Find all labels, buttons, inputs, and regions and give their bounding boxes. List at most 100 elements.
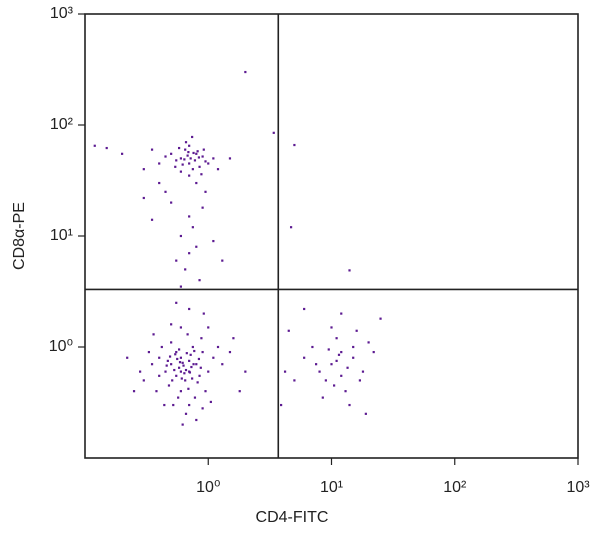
point bbox=[181, 361, 184, 364]
point bbox=[179, 370, 183, 373]
point bbox=[176, 357, 179, 361]
point bbox=[175, 350, 178, 354]
point bbox=[244, 370, 247, 373]
point bbox=[187, 150, 190, 154]
point bbox=[272, 131, 275, 134]
point bbox=[372, 350, 375, 354]
point bbox=[379, 317, 382, 320]
point bbox=[198, 374, 201, 377]
point bbox=[142, 379, 145, 382]
point bbox=[170, 201, 173, 204]
point bbox=[207, 162, 210, 165]
point bbox=[189, 353, 192, 356]
point bbox=[202, 148, 205, 151]
point bbox=[126, 356, 129, 359]
point bbox=[330, 363, 333, 366]
point bbox=[184, 368, 188, 372]
point bbox=[188, 215, 191, 218]
point bbox=[207, 370, 210, 373]
point bbox=[200, 337, 203, 340]
point bbox=[93, 144, 96, 147]
point bbox=[158, 181, 161, 185]
point bbox=[367, 341, 370, 344]
point bbox=[228, 157, 232, 160]
point bbox=[209, 400, 212, 404]
point bbox=[289, 226, 293, 229]
point bbox=[170, 323, 173, 326]
point bbox=[193, 396, 197, 399]
point bbox=[330, 326, 333, 329]
point bbox=[158, 356, 161, 359]
point bbox=[202, 312, 205, 315]
point bbox=[182, 364, 185, 367]
point bbox=[344, 390, 347, 393]
point bbox=[188, 359, 191, 362]
point bbox=[315, 363, 318, 366]
point bbox=[293, 379, 296, 382]
point bbox=[196, 150, 199, 153]
point bbox=[352, 345, 355, 349]
point bbox=[348, 403, 351, 407]
point bbox=[201, 155, 204, 158]
x-axis-label: CD4-FITC bbox=[256, 509, 329, 526]
point bbox=[335, 359, 338, 362]
point bbox=[173, 368, 176, 372]
point bbox=[192, 363, 195, 366]
point bbox=[318, 370, 321, 373]
point bbox=[238, 390, 241, 393]
point bbox=[186, 154, 189, 157]
point bbox=[175, 159, 178, 162]
point bbox=[168, 355, 172, 358]
point bbox=[221, 363, 224, 366]
plot-frame bbox=[84, 13, 579, 459]
point bbox=[132, 390, 136, 393]
point bbox=[172, 403, 175, 407]
point bbox=[188, 403, 191, 407]
point bbox=[333, 384, 336, 387]
point bbox=[184, 141, 188, 144]
point bbox=[183, 372, 186, 375]
point bbox=[191, 377, 194, 380]
point bbox=[142, 168, 145, 171]
point bbox=[190, 365, 193, 369]
point bbox=[232, 337, 235, 340]
point bbox=[204, 160, 207, 163]
point bbox=[188, 252, 191, 255]
x-tick-label: 10¹ bbox=[320, 479, 343, 496]
point bbox=[188, 307, 191, 311]
point bbox=[183, 158, 186, 161]
point bbox=[196, 381, 199, 384]
point bbox=[311, 345, 314, 349]
point bbox=[160, 345, 163, 349]
point bbox=[188, 174, 191, 177]
point bbox=[216, 345, 220, 349]
point bbox=[184, 148, 187, 151]
point bbox=[221, 259, 224, 262]
point bbox=[150, 148, 154, 151]
point bbox=[279, 403, 283, 407]
point bbox=[158, 374, 161, 377]
point bbox=[337, 353, 341, 356]
point bbox=[364, 412, 367, 415]
point bbox=[340, 374, 343, 377]
point bbox=[198, 165, 201, 168]
point bbox=[293, 143, 296, 147]
point bbox=[199, 366, 202, 369]
y-axis-label: CD8α-PE bbox=[11, 202, 28, 270]
x-tick-label: 10⁰ bbox=[196, 479, 220, 496]
point bbox=[195, 181, 198, 185]
point bbox=[150, 218, 154, 221]
point bbox=[177, 348, 181, 351]
point bbox=[139, 370, 142, 373]
point bbox=[191, 168, 194, 171]
point bbox=[283, 370, 287, 373]
point bbox=[188, 371, 192, 374]
point bbox=[174, 353, 177, 356]
point bbox=[165, 364, 168, 367]
point bbox=[207, 326, 210, 329]
x-tick-label: 10² bbox=[443, 479, 467, 496]
y-tick-label: 10¹ bbox=[50, 227, 73, 244]
point bbox=[193, 159, 197, 162]
point bbox=[321, 396, 324, 399]
point bbox=[142, 196, 145, 200]
